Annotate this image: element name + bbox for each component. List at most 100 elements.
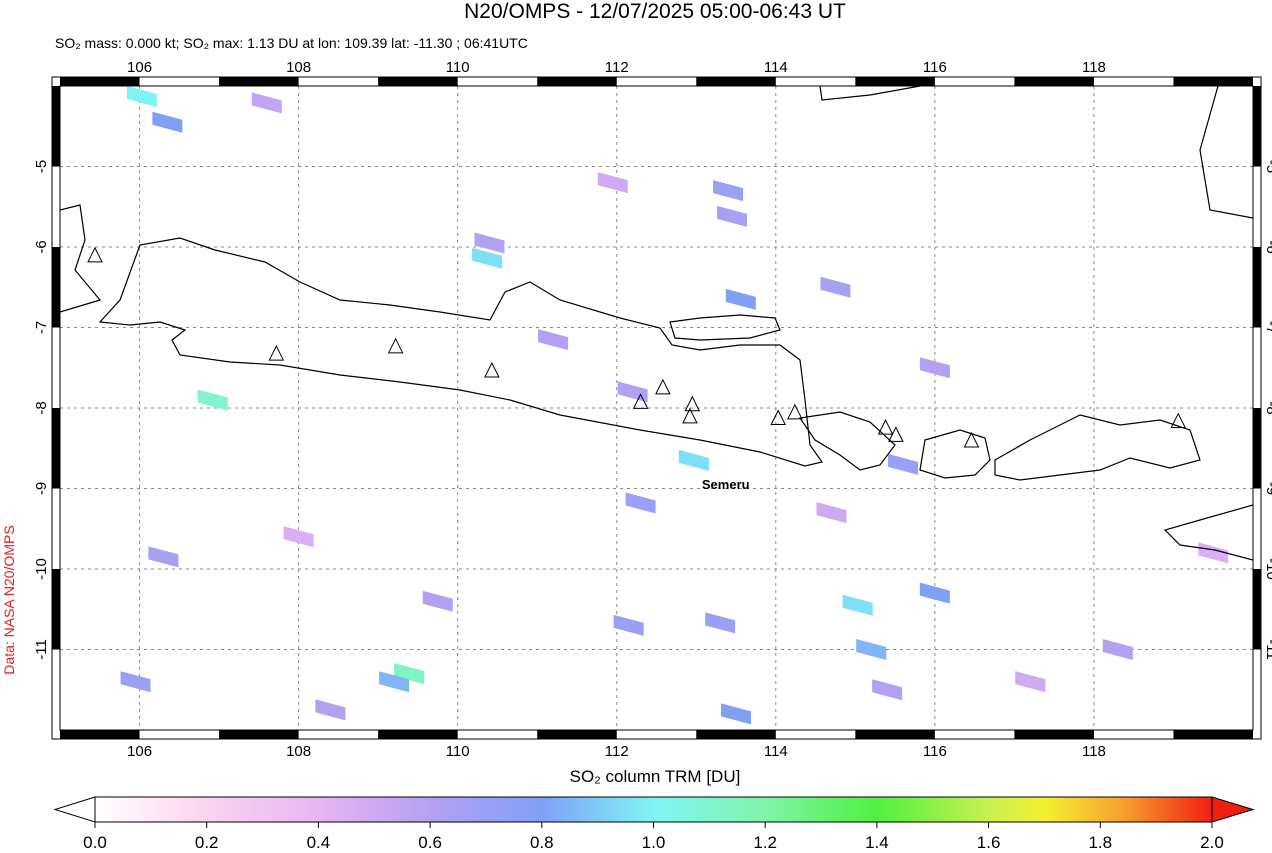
so2-pixel xyxy=(315,699,346,721)
frame-band xyxy=(1253,86,1261,167)
colorbar-tick-label: 0.6 xyxy=(418,833,442,852)
bali xyxy=(798,411,896,471)
frame xyxy=(51,76,1262,740)
so2-pixel xyxy=(394,663,425,685)
y-tick-label: -9 xyxy=(33,482,50,495)
x-tick-label: 112 xyxy=(605,743,629,760)
subtitle: SO₂ mass: 0.000 kt; SO₂ max: 1.13 DU at … xyxy=(55,35,528,51)
volcano-marker xyxy=(770,409,786,425)
borneo xyxy=(819,86,921,101)
x-tick-label: 106 xyxy=(127,59,152,76)
frame-band xyxy=(855,730,935,739)
frame-band xyxy=(1014,77,1094,86)
colorbar-over-arrow xyxy=(1211,796,1255,823)
volcano-marker xyxy=(632,393,649,409)
so2-pixel xyxy=(152,111,183,133)
x-tick-label: 110 xyxy=(446,59,470,76)
so2-pixel xyxy=(613,614,644,636)
so2-pixel xyxy=(617,381,648,403)
frame-band xyxy=(1253,408,1261,489)
x-tick-label: 106 xyxy=(127,743,152,760)
x-tick-label: 116 xyxy=(923,743,947,760)
x-tick-label: 108 xyxy=(286,59,311,76)
frame-band xyxy=(52,569,60,650)
so2-pixel xyxy=(379,671,410,693)
y-tick-label: -6 xyxy=(33,240,50,253)
colorbar-tick-label: 0.4 xyxy=(307,833,331,852)
y-tick-label: -5 xyxy=(33,160,50,173)
colorbar-tick-label: 1.0 xyxy=(642,833,666,852)
sulawesi xyxy=(1199,86,1253,219)
frame-band xyxy=(696,77,776,86)
colorbar-tick-label: 1.8 xyxy=(1088,833,1112,852)
colorbar: 0.0 0.2 0.4 0.6 0.8 1.0 1.2 1.4 1.6 1.8 2.0 xyxy=(53,796,1255,852)
so2-pixel xyxy=(919,357,950,379)
x-tick-label: 116 xyxy=(923,59,947,76)
so2-pixel xyxy=(283,526,314,548)
so2-pixel xyxy=(148,546,179,568)
frame-band xyxy=(1173,77,1253,86)
volcano-marker xyxy=(888,426,904,442)
so2-pixel xyxy=(625,492,656,514)
y-tick-label: -11 xyxy=(1263,639,1272,660)
y-tick-label: -11 xyxy=(33,639,50,660)
so2-pixel xyxy=(842,594,873,616)
y-tick-label: -9 xyxy=(1263,482,1272,495)
frame-band xyxy=(378,77,458,86)
x-tick-label: 118 xyxy=(1082,59,1106,76)
x-tick-label: 114 xyxy=(764,743,788,760)
so2-pixel xyxy=(717,205,748,227)
so2-pixel xyxy=(725,288,756,310)
so2-pixel xyxy=(1198,542,1229,564)
sumbawa xyxy=(994,414,1201,481)
so2-pixel xyxy=(1015,671,1046,693)
so2-pixel xyxy=(197,389,228,411)
so2-pixel xyxy=(678,449,709,471)
y-tick-label: -7 xyxy=(33,321,50,334)
x-tick-label: 114 xyxy=(764,59,788,76)
sumatra xyxy=(60,204,102,313)
x-tick-label: 118 xyxy=(1082,743,1106,760)
frame-band xyxy=(537,77,617,86)
so2-pixel xyxy=(120,671,151,693)
colorbar-tick-label: 1.4 xyxy=(865,833,889,852)
so2-pixel xyxy=(713,180,744,202)
sumba xyxy=(1163,504,1253,561)
so2-pixel xyxy=(474,232,505,254)
volcano-marker xyxy=(655,378,671,395)
colorbar-tick-label: 0.2 xyxy=(195,833,219,852)
so2-pixel xyxy=(919,582,950,604)
so2-pixel xyxy=(721,703,752,725)
volcano-marker xyxy=(787,403,803,420)
colorbar-label: SO₂ column TRM [DU] xyxy=(570,767,741,786)
so2-pixels xyxy=(120,86,1229,725)
x-tick-label: 110 xyxy=(446,743,470,760)
frame-band xyxy=(60,730,140,739)
frame-band xyxy=(52,86,60,167)
y-tick-label: -6 xyxy=(1263,240,1272,253)
frame-band xyxy=(1253,247,1261,328)
y-tick-label: -10 xyxy=(33,558,50,580)
frame-band xyxy=(219,77,299,86)
so2-pixel xyxy=(597,172,628,194)
colorbar-tick-label: 1.2 xyxy=(753,833,777,852)
colorbar-under-arrow xyxy=(53,796,96,823)
volcano-label: Semeru xyxy=(702,477,750,492)
frame-band xyxy=(1173,730,1253,739)
volcano-marker xyxy=(877,419,894,435)
y-tick-label: -8 xyxy=(33,401,50,414)
so2-pixel xyxy=(422,590,453,612)
y-tick-label: -7 xyxy=(1263,321,1272,334)
volcanoes: Semeru xyxy=(87,246,1187,492)
so2-pixel xyxy=(126,86,157,107)
title: N20/OMPS - 12/07/2025 05:00-06:43 UT xyxy=(464,0,846,23)
y-tick-label: -5 xyxy=(1263,160,1272,173)
plot-border xyxy=(59,85,1254,731)
so2-pixel xyxy=(820,276,851,298)
y-tick-label: -8 xyxy=(1263,401,1272,414)
volcano-marker xyxy=(484,361,500,378)
coastlines xyxy=(60,86,1253,561)
so2-pixel xyxy=(1102,639,1133,660)
frame-band xyxy=(52,408,60,489)
